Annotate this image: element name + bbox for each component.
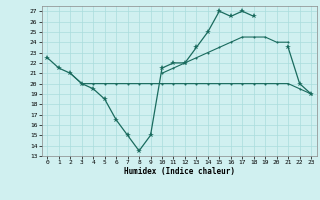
X-axis label: Humidex (Indice chaleur): Humidex (Indice chaleur)	[124, 167, 235, 176]
